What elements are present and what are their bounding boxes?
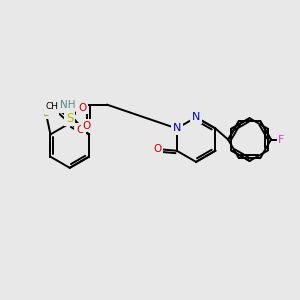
Text: F: F (278, 135, 285, 145)
Text: O: O (76, 125, 84, 135)
Text: NH: NH (60, 100, 75, 110)
Text: O: O (83, 121, 91, 130)
Text: S: S (42, 108, 50, 118)
Text: O: O (78, 103, 86, 112)
Text: N: N (192, 112, 200, 122)
Text: S: S (66, 112, 74, 124)
Text: N: N (49, 103, 57, 113)
Text: O: O (153, 144, 161, 154)
Text: N: N (172, 124, 181, 134)
Text: CH₃: CH₃ (46, 102, 63, 111)
